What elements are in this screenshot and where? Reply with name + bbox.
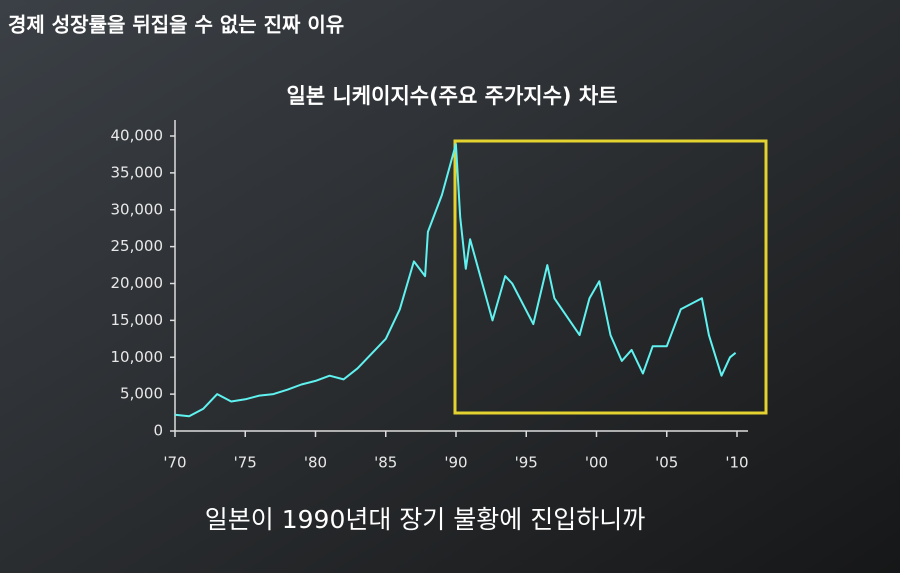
x-tick-label: '85 xyxy=(374,454,397,472)
y-tick-label: 20,000 xyxy=(111,274,164,292)
x-tick-label: '80 xyxy=(304,454,327,472)
x-tick-label: '75 xyxy=(234,454,257,472)
highlight-box xyxy=(453,139,768,415)
x-tick-label: '70 xyxy=(163,454,186,472)
x-tick-label: '95 xyxy=(515,454,538,472)
chart-title: 일본 니케이지수(주요 주가지수) 차트 xyxy=(287,84,618,108)
x-tick-label: '05 xyxy=(655,454,678,472)
header: 경제 성장률을 뒤집을 수 없는 진짜 이유 xyxy=(8,13,344,37)
y-tick-label: 35,000 xyxy=(111,163,164,181)
y-tick-label: 15,000 xyxy=(111,311,164,329)
y-tick-label: 0 xyxy=(153,422,163,440)
y-tick-label: 30,000 xyxy=(111,200,164,218)
y-tick-label: 25,000 xyxy=(111,237,164,255)
y-tick-label: 5,000 xyxy=(120,385,163,403)
nikkei-line xyxy=(174,143,737,418)
x-tick-label: '90 xyxy=(444,454,467,472)
x-tick-label: '00 xyxy=(585,454,608,472)
y-tick-label: 40,000 xyxy=(111,127,164,145)
y-tick-label: 10,000 xyxy=(111,348,164,366)
x-tick-label: '10 xyxy=(725,454,748,472)
caption: 일본이 1990년대 장기 불황에 진입하니까 xyxy=(205,505,645,534)
